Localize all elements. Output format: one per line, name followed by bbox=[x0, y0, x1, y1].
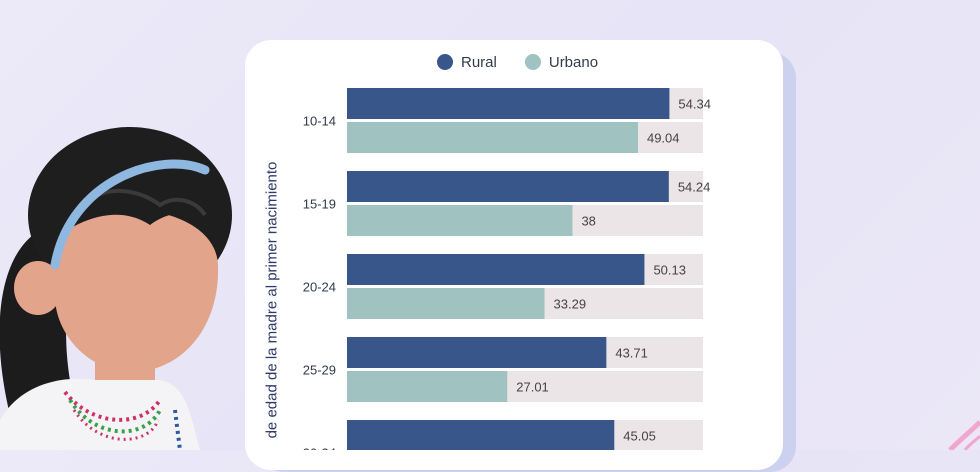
bar-chart: 10-14 54.34 49.04 15-19 54.24 38 20-24 50.13 33.… bbox=[303, 88, 711, 451]
category-tick-label: 20-24 bbox=[303, 280, 336, 295]
data-label: 45.05 bbox=[623, 429, 656, 444]
bar-rural bbox=[347, 337, 607, 368]
legend-label-urbano: Urbano bbox=[548, 53, 599, 71]
category-tick-label: 25-29 bbox=[303, 363, 336, 378]
data-label: 54.24 bbox=[678, 180, 711, 195]
legend-swatch-rural bbox=[437, 54, 453, 70]
legend-label-rural: Rural bbox=[461, 53, 497, 71]
data-label: 50.13 bbox=[653, 263, 686, 278]
bar-urbano bbox=[347, 288, 545, 319]
data-label: 33.29 bbox=[554, 297, 587, 312]
category-tick-label: 15-19 bbox=[303, 197, 336, 212]
bar-urbano bbox=[347, 205, 573, 236]
pink-swirl-decoration bbox=[948, 420, 980, 450]
chart-legend: Rural Urbano bbox=[437, 52, 598, 72]
data-label: 54.34 bbox=[678, 97, 711, 112]
bar-urbano bbox=[347, 371, 508, 402]
bar-rural bbox=[347, 171, 669, 202]
bar-urbano bbox=[347, 122, 638, 153]
bar-rural bbox=[347, 88, 670, 119]
data-label: 43.71 bbox=[615, 346, 648, 361]
data-label: 49.04 bbox=[647, 131, 680, 146]
data-label: 38 bbox=[581, 214, 595, 229]
girl-illustration bbox=[0, 127, 232, 450]
bar-rural bbox=[347, 254, 645, 285]
legend-item-rural: Rural bbox=[437, 54, 497, 71]
category-tick-label: 10-14 bbox=[303, 114, 336, 129]
data-label: 27.01 bbox=[516, 380, 549, 395]
bar-rural bbox=[347, 420, 615, 450]
legend-swatch-urbano bbox=[524, 54, 541, 70]
category-tick-label: 30-34 bbox=[303, 446, 336, 451]
legend-item-urbano: Urbano bbox=[524, 53, 599, 71]
